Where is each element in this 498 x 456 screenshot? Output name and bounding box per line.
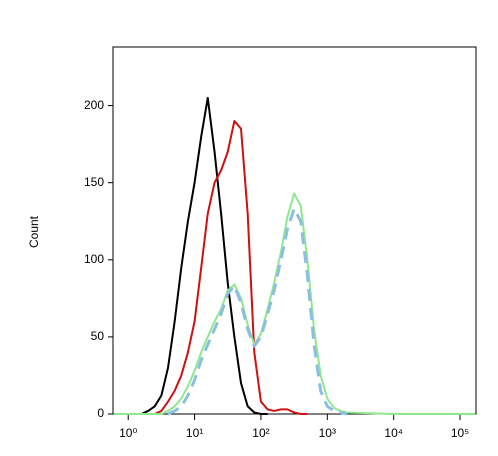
y-tick-label: 200 (84, 98, 104, 112)
series-line (167, 207, 348, 416)
series-line (154, 120, 308, 415)
plot-frame (112, 46, 477, 415)
x-tick-label: 10³ (319, 426, 336, 440)
x-tick-label: 10¹ (186, 426, 203, 440)
y-tick-label: 0 (97, 406, 104, 420)
x-tick-label: 10² (252, 426, 269, 440)
y-tick-label: 100 (84, 252, 104, 266)
series-line (113, 192, 476, 415)
x-tick-label: 10⁴ (384, 426, 403, 440)
y-tick-label: 50 (91, 329, 105, 343)
x-tick-label: 10⁵ (451, 426, 469, 440)
x-tick-label: 10⁰ (119, 426, 137, 440)
series-line (140, 96, 268, 415)
y-tick-label: 150 (84, 175, 104, 189)
y-axis-label: Count (27, 215, 41, 248)
